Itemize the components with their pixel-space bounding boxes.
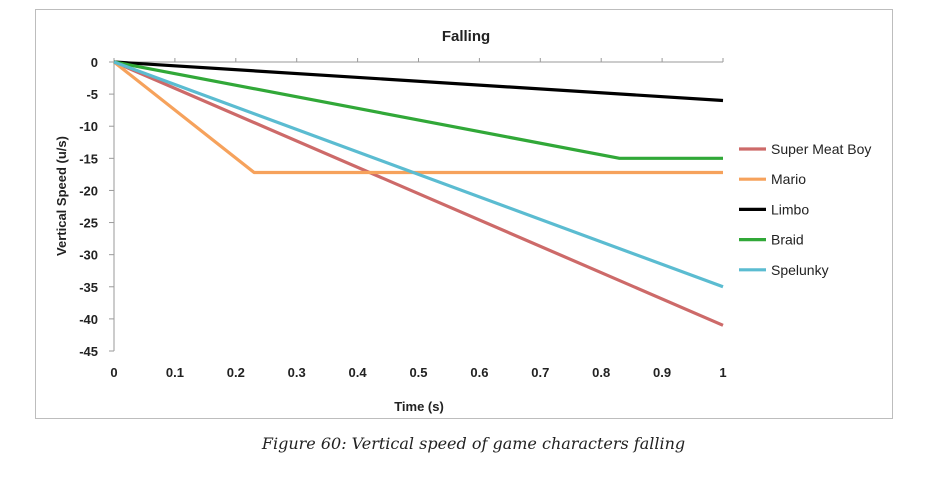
x-tick-label: 0.7 bbox=[531, 365, 549, 380]
x-axis-title: Time (s) bbox=[394, 399, 444, 414]
x-tick-label: 0.3 bbox=[288, 365, 306, 380]
figure-caption: Figure 60: Vertical speed of game charac… bbox=[261, 434, 686, 453]
legend-label: Spelunky bbox=[771, 262, 829, 278]
series-line bbox=[113, 60, 724, 289]
legend-label: Limbo bbox=[771, 201, 809, 217]
y-axis-title: Vertical Speed (u/s) bbox=[54, 136, 69, 256]
legend: Super Meat Boy Mario Limbo Braid Spelunky bbox=[739, 141, 871, 278]
legend-label: Braid bbox=[771, 232, 804, 248]
y-tick-label: -10 bbox=[79, 119, 98, 134]
x-tick-label: 0.4 bbox=[349, 365, 368, 380]
y-tick-label: 0 bbox=[91, 55, 98, 70]
y-tick-label: -30 bbox=[79, 248, 98, 263]
y-tick-label: -15 bbox=[79, 151, 98, 166]
y-tick-label: -5 bbox=[86, 87, 98, 102]
series-line bbox=[113, 60, 724, 103]
x-tick-label: 0.1 bbox=[166, 365, 184, 380]
x-tick-label: 0.6 bbox=[470, 365, 488, 380]
series-lines bbox=[113, 60, 724, 327]
x-tick-label: 1 bbox=[719, 365, 726, 380]
y-tick-label: -40 bbox=[79, 312, 98, 327]
x-tick-label: 0 bbox=[110, 365, 117, 380]
x-tick-label: 0.9 bbox=[653, 365, 671, 380]
x-tick-label: 0.8 bbox=[592, 365, 610, 380]
y-tick-label: -35 bbox=[79, 280, 98, 295]
chart-title: Falling bbox=[442, 28, 490, 45]
x-tick-label: 0.5 bbox=[409, 365, 427, 380]
legend-label: Super Meat Boy bbox=[771, 141, 871, 157]
chart-frame: Falling Time (s) Vertical Speed (u/s) 0-… bbox=[35, 9, 893, 419]
series-line bbox=[113, 60, 723, 160]
y-tick-label: -20 bbox=[79, 183, 98, 198]
y-tick-label: -45 bbox=[79, 344, 98, 359]
series-line bbox=[113, 60, 724, 327]
legend-label: Mario bbox=[771, 171, 806, 187]
line-chart: Falling Time (s) Vertical Speed (u/s) 0-… bbox=[54, 28, 871, 414]
axes: 0 -5 -10 -15 -20 -25 -30 -35 -40 -45 0 0.1 0.2 0.3 0.4… bbox=[79, 55, 726, 380]
y-tick-label: -25 bbox=[79, 216, 98, 231]
series-line bbox=[113, 60, 723, 175]
x-tick-label: 0.2 bbox=[227, 365, 245, 380]
